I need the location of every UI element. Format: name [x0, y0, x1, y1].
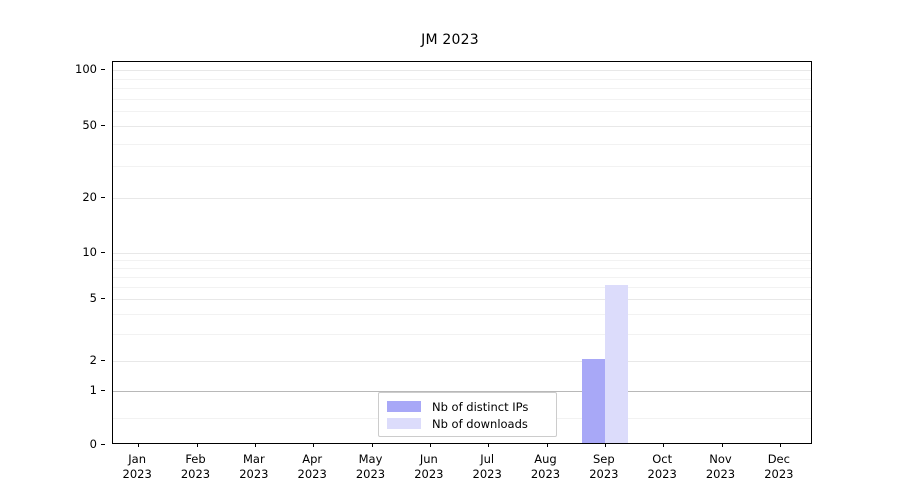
x-axis-tick-label: Jan 2023 — [123, 452, 152, 482]
x-axis-tick-label: Nov 2023 — [706, 452, 735, 482]
x-axis-tick-label: Mar 2023 — [239, 452, 268, 482]
y-axis-tick — [101, 125, 105, 126]
gridline-minor — [113, 88, 811, 90]
gridline-minor — [113, 143, 811, 145]
legend-swatch-downloads — [387, 418, 421, 429]
legend-item-downloads[interactable]: Nb of downloads — [387, 415, 548, 432]
x-axis-tick-label: Apr 2023 — [298, 452, 327, 482]
x-axis-tick — [779, 443, 781, 447]
x-axis-tick-label-line: 2023 — [589, 467, 619, 481]
legend-label-downloads: Nb of downloads — [432, 416, 528, 431]
y-axis-tick — [101, 69, 105, 70]
gridline-major — [113, 299, 811, 300]
x-axis-tick-label-line: Nov — [709, 452, 732, 466]
y-axis-tick — [101, 298, 105, 299]
x-axis-tick-label-line: Sep — [592, 452, 615, 466]
x-axis-tick-label-line: Dec — [767, 452, 790, 466]
y-axis-tick — [101, 444, 105, 445]
gridline-minor — [113, 276, 811, 278]
x-axis-tick-label-line: 2023 — [239, 467, 269, 481]
x-axis-tick-label: Sep 2023 — [589, 452, 618, 482]
x-axis-tick-label-line: Oct — [652, 452, 673, 466]
x-axis-tick-label-line: 2023 — [180, 467, 211, 481]
x-axis-tick-label-line: 2023 — [472, 467, 502, 481]
x-axis-tick — [663, 443, 665, 447]
x-axis-tick-label-line: 2023 — [122, 467, 152, 481]
gridline-minor — [113, 111, 811, 113]
x-axis-tick-label-line: Jan — [128, 452, 147, 466]
bar — [581, 359, 605, 443]
x-axis-tick-label: Feb 2023 — [181, 452, 210, 482]
x-axis-tick-label-line: Jun — [419, 452, 438, 466]
x-axis-tick-label-line: 2023 — [297, 467, 327, 481]
x-axis-tick — [604, 443, 606, 447]
y-axis-tick — [101, 360, 105, 361]
x-axis-tick — [371, 443, 373, 447]
x-axis-tick-label-line: 2023 — [647, 467, 677, 481]
x-axis-tick — [138, 443, 140, 447]
bar — [604, 284, 628, 443]
gridline-minor — [113, 314, 811, 316]
y-axis-tick — [101, 390, 105, 391]
gridline-major — [113, 70, 811, 71]
gridline-minor — [113, 98, 811, 100]
gridline-minor — [113, 267, 811, 269]
legend-label-distinct-ips: Nb of distinct IPs — [432, 399, 529, 414]
x-axis-tick-label: May 2023 — [356, 452, 385, 482]
x-axis-labels: Jan 2023 Feb 2023 Mar 2023 Apr 2023 May 2023 Jun 20… — [112, 452, 812, 492]
x-axis-tick-label-line: May — [358, 452, 383, 466]
gridline-major — [113, 126, 811, 127]
x-axis-tick — [546, 443, 548, 447]
gridline-minor — [113, 78, 811, 80]
x-axis-tick-label-line: 2023 — [764, 467, 794, 481]
y-axis-tick — [101, 252, 105, 253]
x-axis-tick-label-line: Jul — [480, 452, 495, 466]
x-axis-tick-label-line: Mar — [242, 452, 265, 466]
gridline-major — [113, 361, 811, 362]
plot-area — [112, 61, 812, 447]
x-axis-tick-label: Aug 2023 — [531, 452, 560, 482]
x-axis-tick-label-line: Apr — [302, 452, 323, 466]
x-axis-tick — [721, 443, 723, 447]
x-axis-tick — [313, 443, 315, 447]
x-axis-tick — [254, 443, 256, 447]
x-axis-tick-label-line: 2023 — [705, 467, 736, 481]
gridline-major — [113, 253, 811, 254]
x-axis-tick — [196, 443, 198, 447]
x-axis-tick — [429, 443, 431, 447]
x-axis-tick-label: Oct 2023 — [648, 452, 677, 482]
y-axis-tick-label: 20 — [82, 190, 97, 204]
y-axis-tick-label: 5 — [89, 291, 97, 305]
x-axis-tick-label-line: 2023 — [530, 467, 561, 481]
y-axis-tick-label: 100 — [75, 62, 97, 76]
gridline-major — [113, 391, 811, 392]
gridline-minor — [113, 259, 811, 261]
legend-swatch-distinct-ips — [387, 401, 421, 412]
gridline-major — [113, 198, 811, 199]
x-axis-tick — [488, 443, 490, 447]
x-axis-tick-label-line: 2023 — [355, 467, 386, 481]
y-axis-tick-label: 2 — [89, 353, 97, 367]
chart-legend: Nb of distinct IPs Nb of downloads — [378, 392, 557, 437]
y-axis-tick-label: 50 — [82, 118, 97, 132]
chart-title: JM 2023 — [421, 32, 479, 48]
x-axis-tick-label: Jun 2023 — [414, 452, 443, 482]
gridline-minor — [113, 166, 811, 168]
x-axis-tick-label-line: 2023 — [414, 467, 444, 481]
legend-item-distinct-ips[interactable]: Nb of distinct IPs — [387, 398, 548, 415]
y-axis-tick-label: 1 — [89, 383, 97, 397]
x-axis-tick-label: Dec 2023 — [764, 452, 793, 482]
bars-layer — [113, 62, 811, 443]
x-axis-tick-label: Jul 2023 — [473, 452, 502, 482]
gridline-minor — [113, 333, 811, 335]
y-axis-tick-label: 0 — [89, 437, 97, 451]
y-axis-labels: 0 1 2 5 10 20 50 100 — [60, 61, 105, 451]
x-axis-tick-label-line: Feb — [185, 452, 206, 466]
x-axis-tick-label-line: Aug — [534, 452, 557, 466]
y-axis-tick-label: 10 — [82, 245, 97, 259]
y-axis-tick — [101, 197, 105, 198]
gridline-minor — [113, 286, 811, 288]
